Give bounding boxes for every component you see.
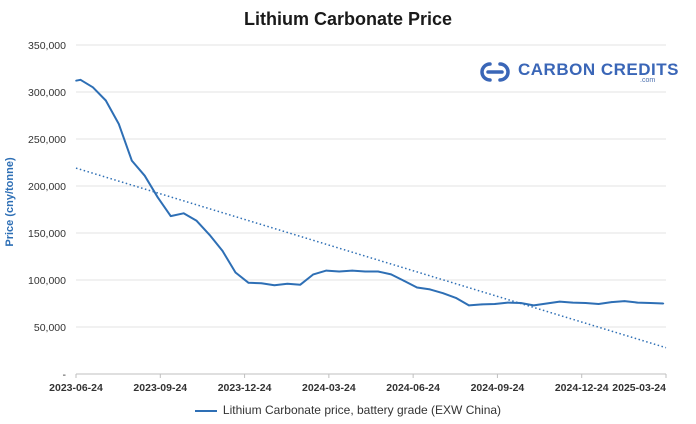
data-point [143, 174, 146, 177]
data-point [377, 270, 379, 273]
logo-text: CARBON CREDITS [518, 60, 679, 79]
data-point [247, 282, 250, 284]
data-point [221, 250, 224, 252]
data-point [623, 300, 626, 302]
data-point [312, 273, 315, 276]
data-point [494, 303, 496, 305]
data-point [208, 234, 211, 236]
x-tick-label: 2025-03-24 [612, 382, 666, 394]
legend-swatch [194, 409, 217, 412]
data-point [403, 280, 405, 282]
x-tick-label: 2023-12-24 [218, 382, 272, 394]
data-point [156, 196, 159, 199]
price-line [75, 78, 664, 307]
data-point [636, 301, 639, 304]
trendline [75, 167, 667, 349]
y-tick-labels: - 50,000 100,000 150,000 200,000 250,000 300,0… [28, 40, 66, 381]
data-point [455, 297, 457, 299]
x-tick-label: 2024-03-24 [302, 382, 356, 394]
logo-icon [480, 62, 510, 82]
data-point [416, 286, 418, 289]
data-point [286, 282, 289, 285]
legend: Lithium Carbonate price, battery grade (… [0, 403, 696, 417]
data-point [338, 270, 341, 273]
data-point [130, 159, 133, 162]
data-point [273, 284, 276, 286]
y-axis-label: Price (cny/tonne) [4, 157, 16, 247]
data-point [571, 301, 574, 304]
data-point [169, 215, 172, 217]
data-point [234, 271, 237, 274]
y-tick-label: 350,000 [28, 40, 66, 52]
x-tick-label: 2024-12-24 [555, 382, 609, 394]
data-point [195, 219, 198, 222]
x-tick-label: 2023-06-24 [49, 382, 103, 394]
data-point [429, 288, 431, 291]
data-point [597, 303, 600, 305]
gridlines [75, 44, 667, 378]
x-tick-label: 2024-09-24 [471, 382, 525, 394]
data-point [584, 302, 587, 304]
data-point [481, 303, 483, 306]
data-point [558, 300, 561, 303]
y-tick-label: 50,000 [34, 322, 66, 334]
data-point [662, 302, 665, 305]
data-point [182, 212, 185, 215]
x-tick-label: 2024-06-24 [386, 382, 440, 394]
data-point [610, 301, 613, 303]
carbon-credits-logo: CARBON CREDITS .com [476, 58, 678, 86]
data-point [442, 292, 444, 294]
data-point [364, 270, 366, 273]
data-point [325, 269, 328, 272]
data-point [260, 282, 263, 285]
logo-sub: .com [640, 77, 656, 84]
y-tick-label: 100,000 [28, 275, 66, 287]
data-point [507, 301, 509, 304]
chart-title: Lithium Carbonate Price [243, 9, 453, 29]
data-point [532, 304, 535, 307]
x-tick-labels: 2023-06-24 2023-09-24 2023-12-24 2024-03-24… [49, 382, 666, 394]
data-point [649, 302, 652, 304]
data-point [468, 304, 470, 307]
legend-label: Lithium Carbonate price, battery grade (… [222, 403, 502, 417]
y-tick-label: 300,000 [28, 87, 66, 99]
series-lines [75, 78, 667, 349]
data-point [79, 78, 82, 81]
y-tick-label: 250,000 [28, 134, 66, 146]
data-point [105, 99, 107, 102]
data-point [390, 273, 392, 276]
data-point [299, 283, 302, 286]
x-tick-label: 2023-09-24 [133, 382, 187, 394]
y-tick-label: - [63, 369, 67, 381]
y-tick-label: 150,000 [28, 228, 66, 240]
data-point [117, 123, 120, 125]
data-point [75, 79, 77, 82]
data-point [351, 269, 353, 272]
data-point [92, 86, 94, 89]
y-tick-label: 200,000 [28, 181, 66, 193]
data-point [545, 302, 548, 305]
